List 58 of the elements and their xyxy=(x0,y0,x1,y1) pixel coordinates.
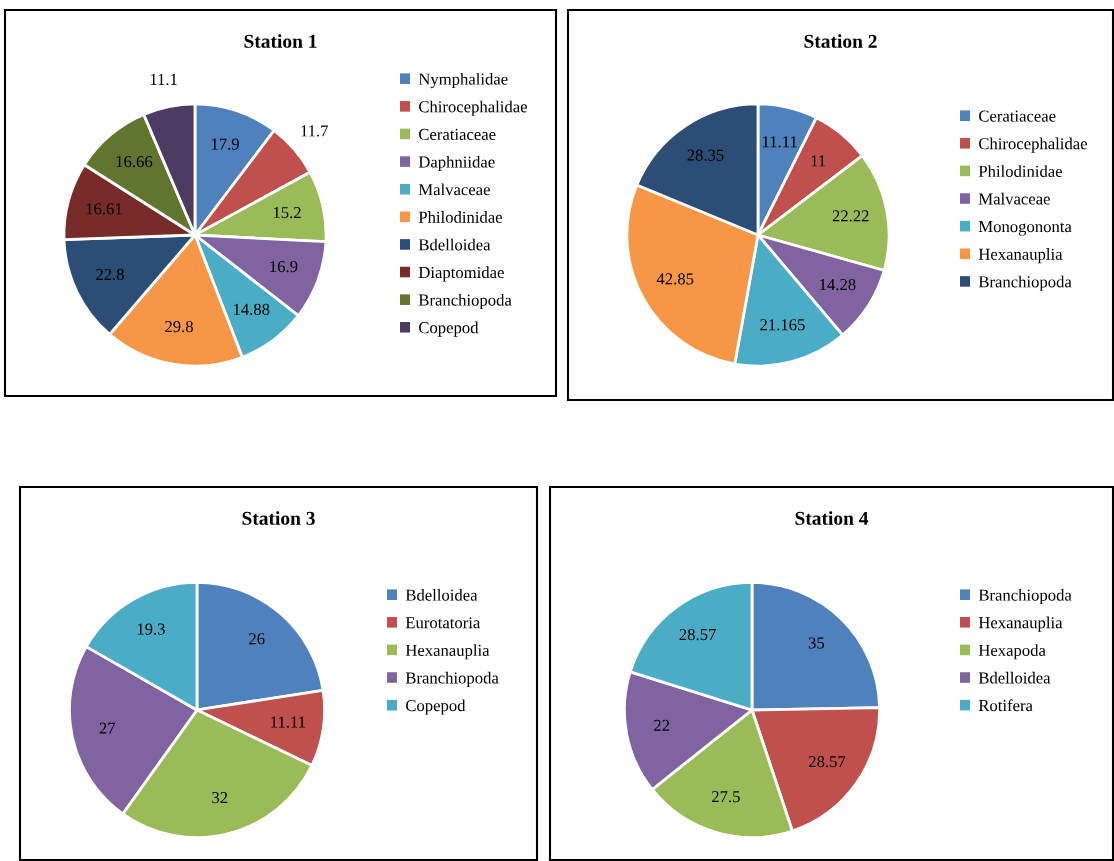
legend-label: Branchiopoda xyxy=(978,275,1072,291)
data-label: 22 xyxy=(654,719,670,731)
data-label: 22.22 xyxy=(832,210,869,222)
data-label: 11.7 xyxy=(301,125,328,137)
legend-label: Hexapoda xyxy=(978,644,1046,660)
legend-label: Daphniidae xyxy=(418,155,495,172)
legend-label: Branchiopoda xyxy=(978,589,1072,605)
data-label: 35 xyxy=(808,637,825,649)
legend-label: Hexanauplia xyxy=(978,248,1063,264)
data-label: 19.3 xyxy=(137,623,165,635)
data-label: 28.35 xyxy=(687,149,724,161)
legend-label: Copepod xyxy=(419,321,479,337)
data-label: 27.5 xyxy=(712,791,740,803)
data-label: 42.85 xyxy=(656,273,694,285)
legend-label: Chirocephalidae xyxy=(419,100,527,116)
legend-label: Ceratiaceae xyxy=(419,128,496,141)
legend-label: Malvaceae xyxy=(418,183,490,196)
legend-label: Diaptomidae xyxy=(418,266,504,282)
chart-title: Station 2 xyxy=(804,34,877,48)
data-label: 11 xyxy=(811,155,826,167)
data-label: 11.11 xyxy=(762,136,797,148)
legend-label: Philodinidae xyxy=(418,211,503,223)
legend-label: Bdelloidea xyxy=(405,589,478,601)
legend-label: Ceratiaceae xyxy=(979,110,1056,122)
data-label: 22.8 xyxy=(96,268,124,281)
chart-title: Station 4 xyxy=(795,511,869,525)
legend-label: Monogononta xyxy=(978,221,1072,236)
data-label: 29.8 xyxy=(165,320,193,333)
data-label: 14.28 xyxy=(820,278,856,291)
chart-title: Station 1 xyxy=(244,34,317,48)
legend-label: Rotifera xyxy=(978,699,1033,712)
chart-title: Station 3 xyxy=(242,511,315,525)
data-label: 16.66 xyxy=(116,156,153,168)
data-label: 15.2 xyxy=(273,207,301,219)
data-label: 28.57 xyxy=(679,628,716,641)
legend-label: Hexanauplia xyxy=(978,616,1063,632)
legend-label: Bdelloidea xyxy=(418,238,491,251)
data-label: 16.61 xyxy=(86,203,122,215)
legend-label: Branchiopoda xyxy=(405,671,499,687)
data-label: 28.57 xyxy=(808,755,846,768)
legend-label: Hexanauplia xyxy=(405,644,490,660)
data-label: 32 xyxy=(212,791,228,804)
data-label: 11.1 xyxy=(150,73,177,86)
data-label: 17.9 xyxy=(211,138,239,150)
data-label: 11.11 xyxy=(271,716,305,728)
legend-label: Chirocephalidae xyxy=(979,137,1087,153)
legend-label: Malvaceae xyxy=(978,192,1050,205)
data-label: 21.165 xyxy=(760,319,805,331)
legend-label: Branchiopoda xyxy=(418,293,512,310)
data-label: 14.88 xyxy=(233,303,270,316)
legend-label: Nymphalidae xyxy=(418,73,508,89)
data-label: 26 xyxy=(249,633,265,645)
legend-label: Eurotatoria xyxy=(405,617,481,629)
data-label: 27 xyxy=(99,722,116,734)
legend-label: Copepod xyxy=(406,699,466,715)
legend-label: Bdelloidea xyxy=(978,671,1051,684)
legend-label: Philodinidae xyxy=(978,165,1063,177)
data-label: 16.9 xyxy=(270,260,298,273)
